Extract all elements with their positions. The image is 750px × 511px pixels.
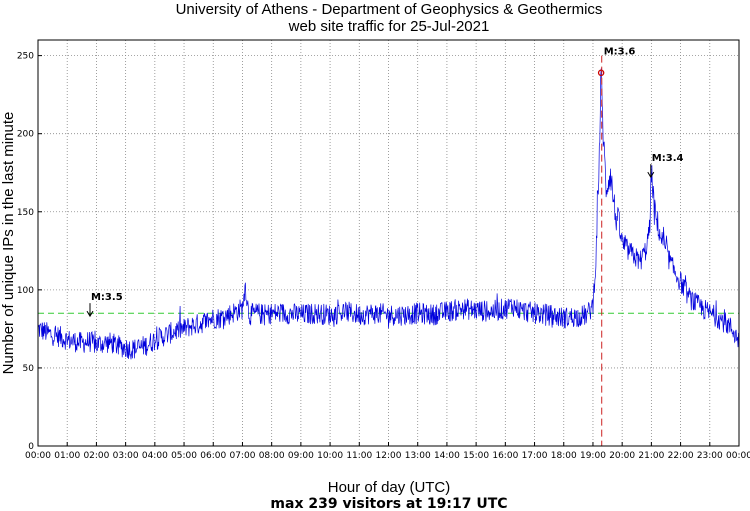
x-tick-label: 21:00 [638, 451, 664, 461]
x-tick-label: 16:00 [492, 451, 518, 461]
x-tick-label: 17:00 [522, 451, 548, 461]
x-tick-label: 22:00 [668, 451, 694, 461]
x-tick-label: 06:00 [200, 451, 226, 461]
x-tick-label: 07:00 [229, 451, 255, 461]
x-tick-label: 14:00 [434, 451, 460, 461]
x-tick-label: 19:00 [580, 451, 606, 461]
x-tick-label: 00:00 [25, 451, 51, 461]
x-tick-label: 01:00 [54, 451, 80, 461]
quake-label: M:3.4 [652, 153, 684, 164]
y-tick-label: 150 [17, 208, 34, 218]
x-tick-label: 23:00 [697, 451, 723, 461]
x-tick-label: 02:00 [83, 451, 109, 461]
y-axis-ticks: 0 50 100 150 200 250 [17, 52, 42, 452]
y-axis-label: Number of unique IPs in the last minute [0, 112, 17, 375]
x-tick-label: 12:00 [376, 451, 402, 461]
y-tick-label: 200 [17, 130, 34, 140]
chart-title: University of Athens - Department of Geo… [176, 1, 603, 18]
x-tick-label: 10:00 [317, 451, 343, 461]
quake-arrow-head [86, 310, 94, 318]
max-point-marker [597, 69, 605, 77]
y-tick-label: 0 [28, 442, 34, 452]
x-tick-label: 09:00 [288, 451, 314, 461]
x-tick-label: 18:00 [551, 451, 577, 461]
series-layer [37, 68, 740, 360]
x-tick-label: 08:00 [259, 451, 285, 461]
x-tick-label: 15:00 [463, 451, 489, 461]
y-tick-label: 100 [17, 286, 34, 296]
x-tick-label: 11:00 [346, 451, 372, 461]
x-tick-label: 04:00 [142, 451, 168, 461]
y-tick-label: 250 [17, 52, 34, 62]
quake-arrow-head [647, 171, 655, 179]
traffic-series-line [37, 68, 740, 360]
x-tick-label: 03:00 [113, 451, 139, 461]
max-visitors-footer: max 239 visitors at 19:17 UTC [270, 496, 507, 511]
annotations-layer: M:3.5 M:3.6 M:3.4 [86, 47, 684, 446]
x-axis-ticks: 00:00 01:00 02:00 03:00 04:00 05:00 06:00 07:00… [25, 442, 750, 461]
quake-label: M:3.6 [604, 47, 636, 58]
chart-subtitle: web site traffic for 25-Jul-2021 [288, 18, 490, 35]
quake-label: M:3.5 [91, 292, 123, 303]
x-axis-label: Hour of day (UTC) [328, 479, 451, 496]
x-tick-label: 05:00 [171, 451, 197, 461]
x-tick-label: 00:00 [726, 451, 750, 461]
grid-lines [38, 40, 739, 446]
x-tick-label: 13:00 [405, 451, 431, 461]
x-tick-label: 20:00 [609, 451, 635, 461]
y-tick-label: 50 [23, 364, 35, 374]
